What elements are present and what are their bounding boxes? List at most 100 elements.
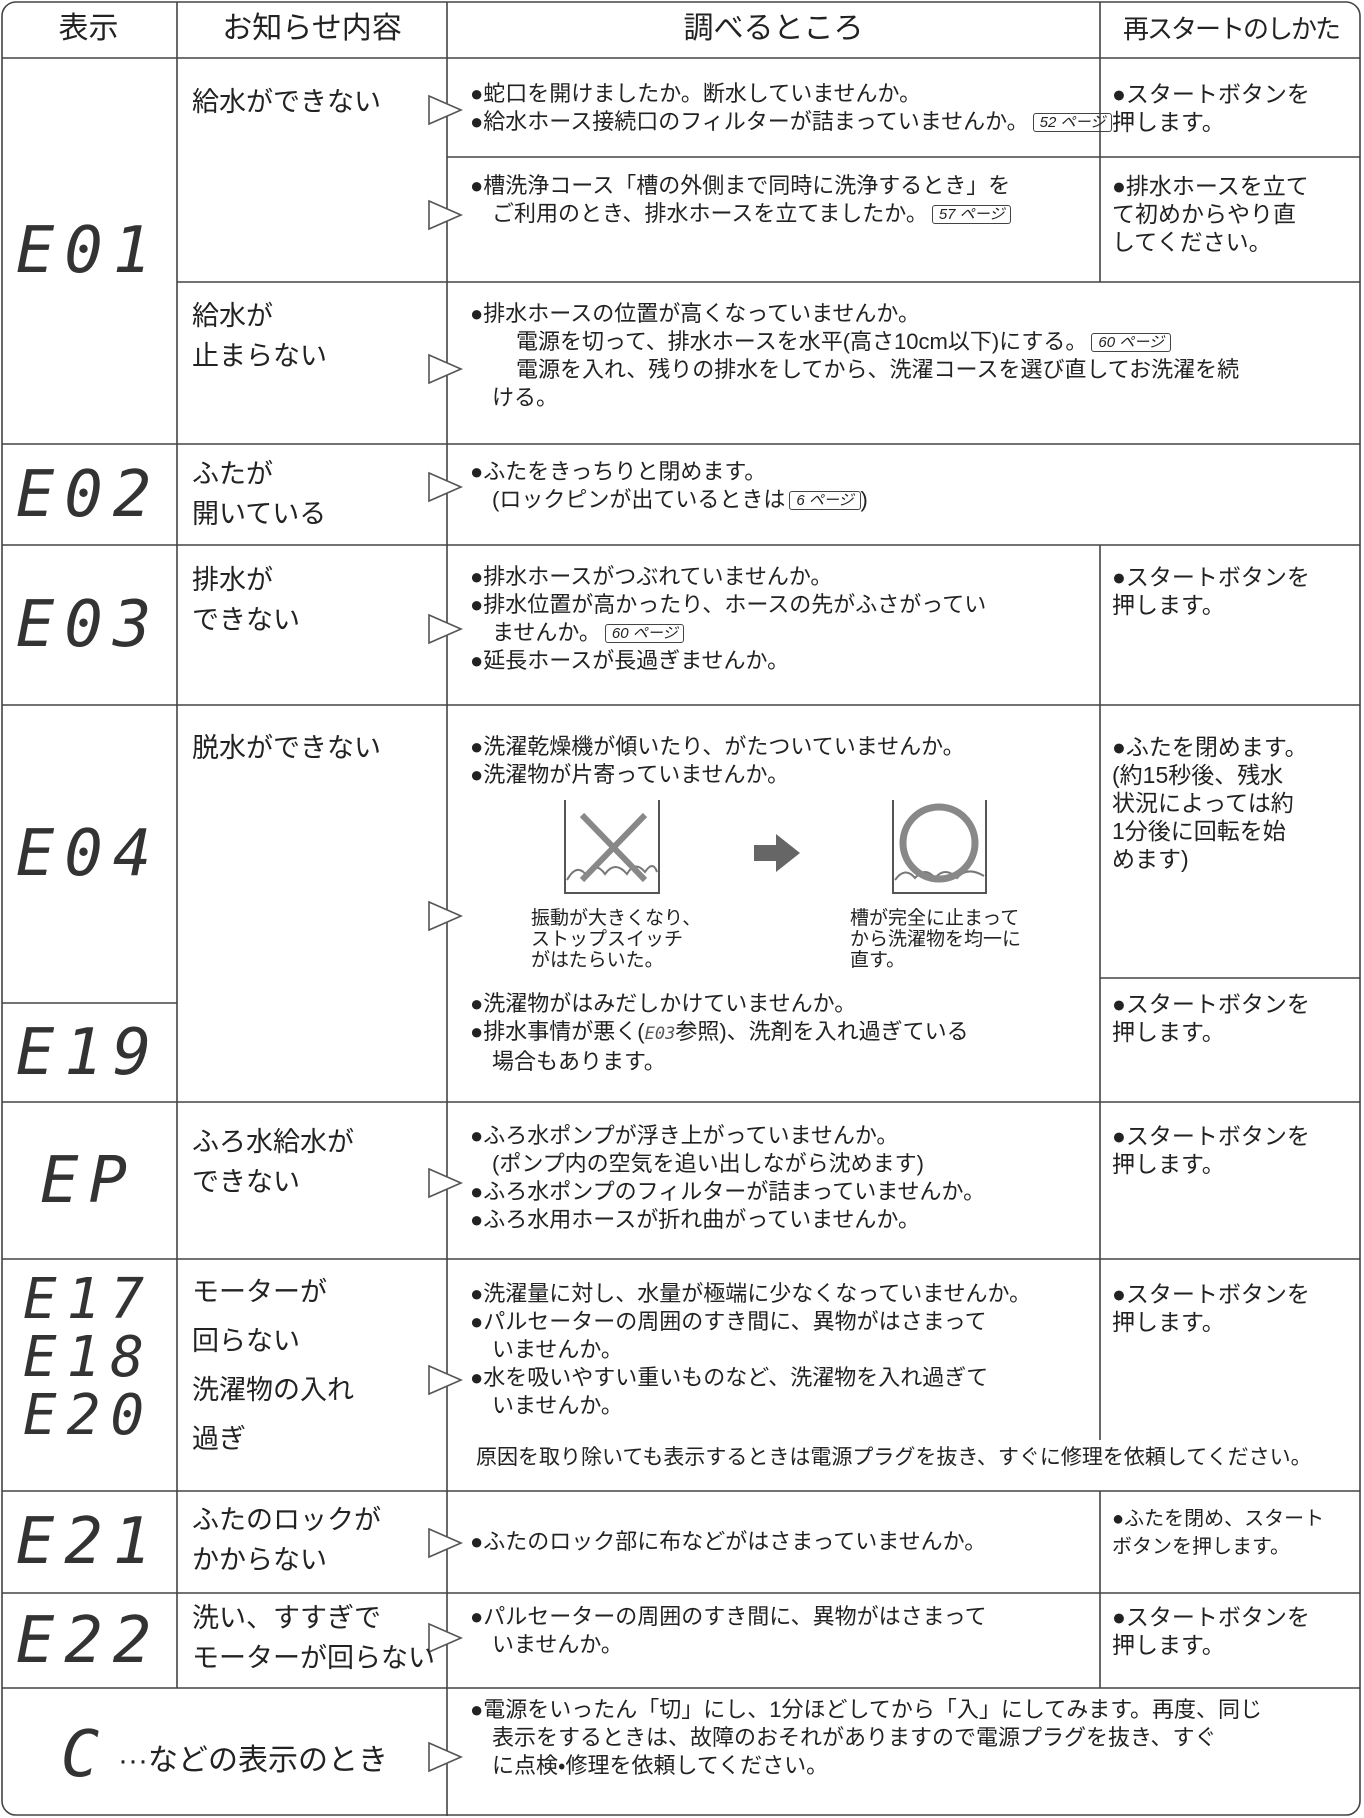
cause: ふたが 開いている [192, 459, 327, 529]
cause: ふたのロックが かからない [192, 1505, 381, 1575]
check-line: ませんか。 60 ページ [470, 619, 986, 647]
check-list: ●ふたをきっちりと閉めます。 (ロックピンが出ているときは 6 ページ) [470, 458, 868, 514]
check-list: ●ふろ水ポンプが浮き上がっていませんか。 (ポンプ内の空気を追い出しながら沈めます… [470, 1122, 985, 1234]
check-line: ●洗濯物がはみだしかけていませんか。 [470, 991, 857, 1016]
check-tail: 参照)、洗剤を入れ過ぎている [675, 1019, 969, 1044]
cause: 脱水ができない [192, 733, 381, 763]
page-ref: 57 ページ [931, 205, 1012, 224]
restart: ●スタートボタンを 押します。 [1112, 1281, 1310, 1335]
check-line: 電源を入れ、残りの排水をしてから、洗濯コースを選び直してお洗濯を続 [516, 357, 1240, 382]
page-ref: 60 ページ [1091, 333, 1171, 352]
check-line: ●ふろ水ポンプのフィルターが詰まっていませんか。 [470, 1179, 986, 1204]
cause: ふろ水給水が できない [192, 1127, 354, 1197]
check-text: ご利用のとき、排水ホースを立てましたか。 [492, 201, 928, 226]
restart: ●スタートボタンを 押します。 [1112, 81, 1310, 135]
check-line: ●ふたをきっちりと閉めます。 [470, 459, 767, 484]
check-line: ●槽洗浄コース「槽の外側まで同時に洗浄するとき」を [470, 173, 1011, 198]
restart: ●ふたを閉め、スタート ボタンを押します。 [1112, 1508, 1325, 1558]
pointer-arrow [428, 1364, 463, 1396]
check-line: 表示をするときは、故障のおそれがありますので電源プラグを抜き、すぐ [492, 1725, 1217, 1750]
tub-icon [564, 800, 660, 894]
error-code: EP [39, 1143, 138, 1218]
tub-icon [892, 800, 987, 894]
error-code: E22 [15, 1603, 162, 1678]
pointer-arrow [428, 199, 463, 231]
error-code: E18 [22, 1324, 155, 1390]
check-list: ●ふたのロック部に布などがはさまっていませんか。 [470, 1528, 986, 1556]
pointer-arrow [428, 1622, 463, 1654]
error-code: E19 [15, 1015, 162, 1090]
check-line: ●電源をいったん「切」にし、1分ほどしてから「入」にしてみます。再度、同じ [470, 1697, 1263, 1722]
pointer-arrow [428, 613, 463, 645]
error-code: E21 [15, 1505, 162, 1579]
inline-code: E03 [644, 1024, 676, 1044]
check-line: いませんか。 [492, 1632, 623, 1657]
check-line: ●洗濯乾燥機が傾いたり、がたついていませんか。 [470, 734, 965, 759]
check-list: ●電源をいったん「切」にし、1分ほどしてから「入」にしてみます。再度、同じ表示を… [470, 1696, 1262, 1780]
check-line: ●排水位置が高かったり、ホースの先がふさがってい [470, 592, 987, 617]
figure-caption: 振動が大きくなり、 ストップスイッチ がはたらいた。 [531, 908, 702, 971]
pointer-arrow [428, 1167, 463, 1199]
error-code: C [60, 1718, 110, 1792]
column-header: 表示 [58, 12, 119, 45]
error-code: E03 [15, 588, 162, 662]
arrows [428, 94, 463, 1773]
check-line: ●延長ホースが長過ぎませんか。 [470, 648, 790, 673]
check-list: ●洗濯乾燥機が傾いたり、がたついていませんか。 ●洗濯物が片寄っていませんか。 [470, 733, 965, 789]
check-list: ●洗濯物がはみだしかけていませんか。 ●排水事情が悪く(E03参照)、洗剤を入れ過… [470, 990, 969, 1076]
column-header: 再スタートのしかた [1122, 14, 1341, 44]
check-line: ●ふたのロック部に布などがはさまっていませんか。 [470, 1529, 987, 1554]
check-line: いませんか。 [492, 1337, 623, 1362]
check-line: ●パルセーターの周囲のすき間に、異物がはさまって [470, 1604, 987, 1629]
check-line: ●給水ホース接続口のフィルターが詰まっていませんか。 52 ページ [470, 108, 1113, 136]
check-line: ●洗濯量に対し、水量が極端に少なくなっていませんか。 [470, 1281, 1032, 1306]
column-header: 調べるところ [683, 12, 864, 45]
check-line: ●水を吸いやすい重いものなど、洗濯物を入れ過ぎて [470, 1365, 989, 1390]
check-text: ●排水事情が悪く( [470, 1019, 645, 1044]
check-tail: ) [860, 487, 868, 512]
restart: ●ふたを閉めます。 (約15秒後、残水 状況によっては約 1分後に回転を始 めま… [1112, 734, 1308, 872]
check-list: ●蛇口を開けましたか。断水していませんか。 ●給水ホース接続口のフィルターが詰まっ… [470, 80, 1113, 136]
note: 原因を取り除いても表示するときは電源プラグを抜き、すぐに修理を依頼してください。 [476, 1446, 1312, 1469]
check-line: ●洗濯物が片寄っていませんか。 [470, 762, 790, 787]
figure-caption: 槽が完全に止まって から洗濯物を均一に 直す。 [850, 908, 1022, 971]
arrow-icon [754, 834, 800, 872]
pointer-arrow [428, 1741, 463, 1773]
cause: 洗い、すすぎで モーターが回らない [192, 1603, 435, 1673]
page-ref: 6 ページ [789, 491, 861, 510]
restart: ●スタートボタンを 押します。 [1112, 1604, 1310, 1658]
pointer-arrow [428, 900, 463, 932]
check-list: ●排水ホースがつぶれていませんか。 ●排水位置が高かったり、ホースの先がふさがって… [470, 563, 986, 675]
error-code: E20 [22, 1382, 155, 1448]
cross-mark [579, 812, 648, 883]
column-rules [176, 2, 1101, 1816]
check-list: ●洗濯量に対し、水量が極端に少なくなっていませんか。 ●パルセーターの周囲のすき間… [470, 1280, 1031, 1420]
cause: 排水が できない [192, 565, 300, 635]
cause: 給水が 止まらない [192, 301, 327, 371]
restart: ●スタートボタンを 押します。 [1112, 1123, 1310, 1177]
check-line: ける。 [492, 385, 559, 410]
restart: ●排水ホースを立て て初めからやり直 してください。 [1112, 173, 1309, 255]
check-line: に点検・修理を依頼してください。 [492, 1753, 829, 1778]
check-text: 電源を切って、排水ホースを水平(高さ10cm以下)にする。 [516, 329, 1088, 354]
cause: 給水ができない [192, 87, 381, 117]
column-header: お知らせ内容 [222, 12, 402, 45]
check-line: いませんか。 [492, 1393, 623, 1418]
check-text: (ロックピンが出ているときは [492, 487, 786, 512]
check-line: ●ふろ水ポンプが浮き上がっていませんか。 [470, 1123, 899, 1148]
cause: モーターが 回らない 洗濯物の入れ 過ぎ [192, 1277, 354, 1454]
check-line: ●排水事情が悪く(E03参照)、洗剤を入れ過ぎている [470, 1018, 969, 1048]
row-rules [2, 57, 1360, 1689]
check-text: ませんか。 [492, 620, 601, 645]
check-line: 場合もあります。 [492, 1049, 666, 1074]
page-ref: 60 ページ [604, 624, 685, 643]
check-line: ●ふろ水用ホースが折れ曲がっていませんか。 [470, 1207, 920, 1232]
check-line: ●蛇口を開けましたか。断水していませんか。 [470, 81, 922, 106]
figure [564, 800, 987, 894]
restart: ●スタートボタンを 押します。 [1112, 564, 1310, 618]
restart: ●スタートボタンを 押します。 [1112, 991, 1310, 1045]
page-ref: 52 ページ [1032, 113, 1113, 132]
